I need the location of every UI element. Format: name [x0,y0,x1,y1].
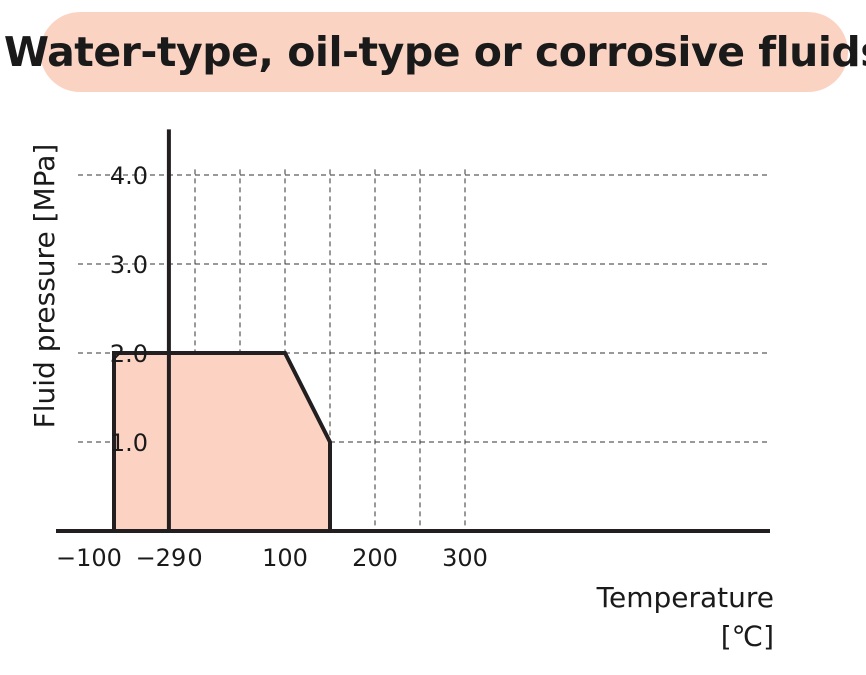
y-tick-label: 3.0 [110,251,148,279]
y-tick-label: 2.0 [110,340,148,368]
x-tick-label: 0 [187,544,202,572]
y-tick-labels: 1.0 2.0 3.0 4.0 [110,162,148,457]
x-axis-label: Temperature [596,581,774,614]
x-tick-labels: −100 −29 0 100 200 300 [56,544,488,572]
x-tick-label: 100 [262,544,308,572]
x-tick-label: −29 [136,544,187,572]
x-tick-label: −100 [56,544,122,572]
y-tick-label: 1.0 [110,429,148,457]
x-tick-label: 300 [442,544,488,572]
y-tick-label: 4.0 [110,162,148,190]
x-tick-label: 200 [352,544,398,572]
y-axis-label: Fluid pressure [MPa] [28,144,61,429]
chart-title-pill: Water-type, oil-type or corrosive fluids [4,12,866,92]
axes [56,129,770,533]
x-axis-unit: [℃] [721,620,774,653]
chart-title: Water-type, oil-type or corrosive fluids [3,28,866,76]
